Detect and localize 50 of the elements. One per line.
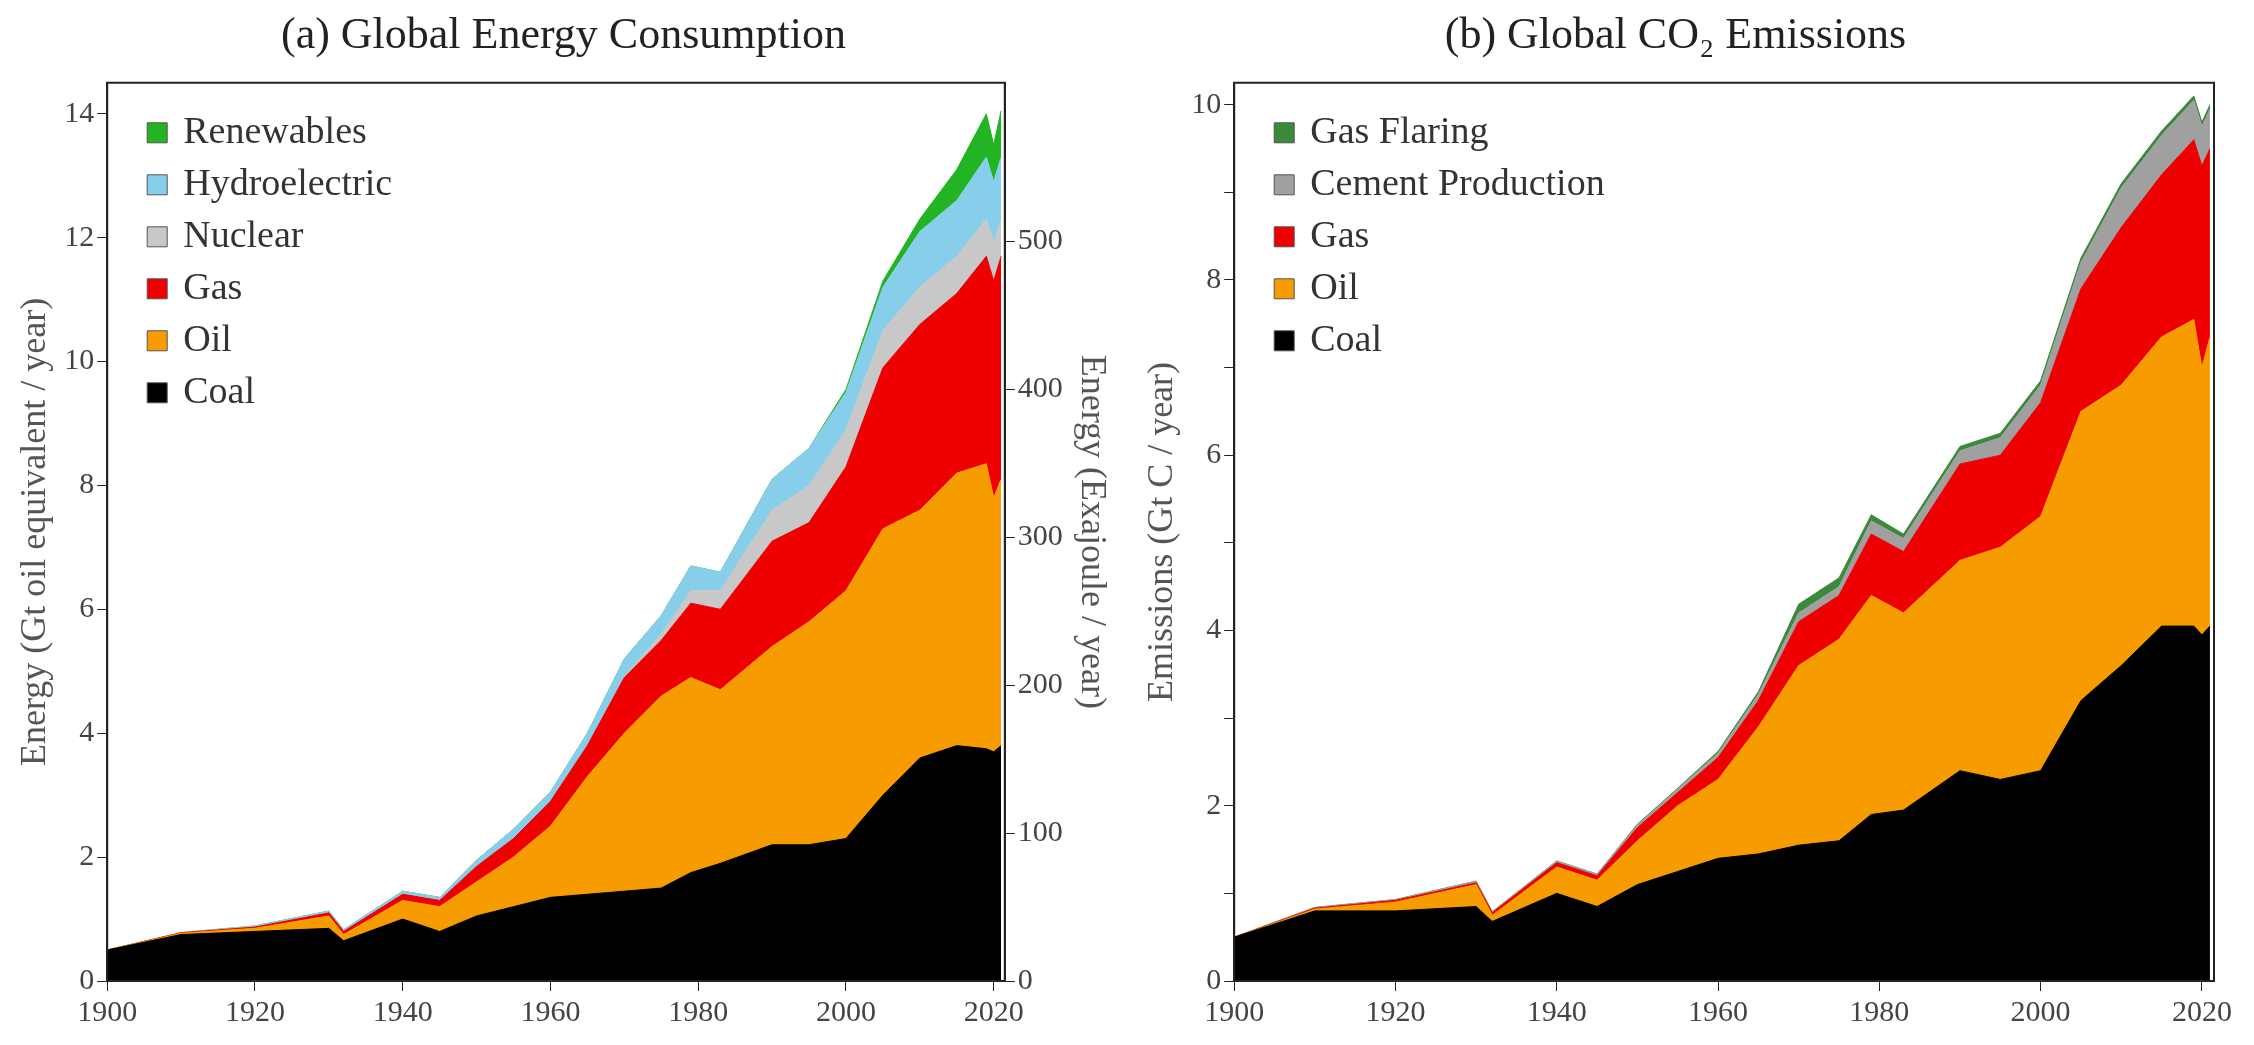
chart-title: (a) Global Energy Consumption (281, 8, 846, 58)
y-tick-label: 8 (79, 466, 95, 500)
y2-tick-label: 0 (1017, 961, 1033, 995)
y-tick-label: 4 (79, 714, 95, 748)
y2-tick-label: 500 (1017, 222, 1063, 256)
y2-tick-label: 100 (1017, 813, 1063, 847)
x-tick-label: 2000 (2010, 993, 2071, 1027)
legend-label: Oil (1310, 264, 1359, 307)
y-tick-label: 10 (1191, 85, 1222, 119)
legend-label: Nuclear (183, 212, 304, 255)
y-tick-label: 0 (79, 961, 95, 995)
y-tick-label: 0 (1206, 961, 1222, 995)
y-tick-label: 10 (64, 342, 95, 376)
y-axis-title: Emissions (Gt C / year) (1140, 361, 1181, 702)
y-tick-label: 6 (1206, 436, 1222, 470)
y2-tick-label: 400 (1017, 369, 1063, 403)
y-tick-label: 4 (1206, 611, 1222, 645)
x-tick-label: 2020 (2171, 993, 2232, 1027)
chart-title: (b) Global CO₂ Emissions (1444, 8, 1907, 58)
x-tick-label: 1960 (1688, 993, 1749, 1027)
legend-label: Coal (1310, 316, 1382, 359)
x-tick-label: 1980 (668, 993, 729, 1027)
y-axis-title: Energy (Gt oil equivalent / year) (13, 297, 54, 766)
legend-label: Renewables (183, 108, 367, 151)
y-tick-label: 12 (64, 218, 95, 252)
x-tick-label: 2020 (963, 993, 1024, 1027)
x-tick-label: 1940 (372, 993, 433, 1027)
y2-axis-title: Energy (Exajoule / year) (1073, 354, 1114, 709)
y-tick-label: 2 (79, 837, 95, 871)
legend-label: Gas Flaring (1310, 108, 1489, 151)
y2-tick-label: 200 (1017, 665, 1063, 699)
x-tick-label: 1900 (1204, 993, 1265, 1027)
x-tick-label: 2000 (815, 993, 876, 1027)
legend-label: Hydroelectric (183, 160, 393, 203)
y2-tick-label: 300 (1017, 517, 1063, 551)
legend-label: Oil (183, 316, 232, 359)
x-tick-label: 1980 (1849, 993, 1910, 1027)
y-tick-label: 2 (1206, 786, 1222, 820)
legend-label: Cement Production (1310, 160, 1605, 203)
x-tick-label: 1900 (77, 993, 138, 1027)
x-tick-label: 1960 (520, 993, 581, 1027)
y-tick-label: 14 (64, 94, 95, 128)
legend-label: Gas (183, 264, 243, 307)
x-tick-label: 1920 (224, 993, 285, 1027)
y-tick-label: 6 (79, 590, 95, 624)
legend-label: Gas (1310, 212, 1370, 255)
legend-label: Coal (183, 368, 255, 411)
x-tick-label: 1940 (1526, 993, 1587, 1027)
x-tick-label: 1920 (1365, 993, 1426, 1027)
y-tick-label: 8 (1206, 260, 1222, 294)
